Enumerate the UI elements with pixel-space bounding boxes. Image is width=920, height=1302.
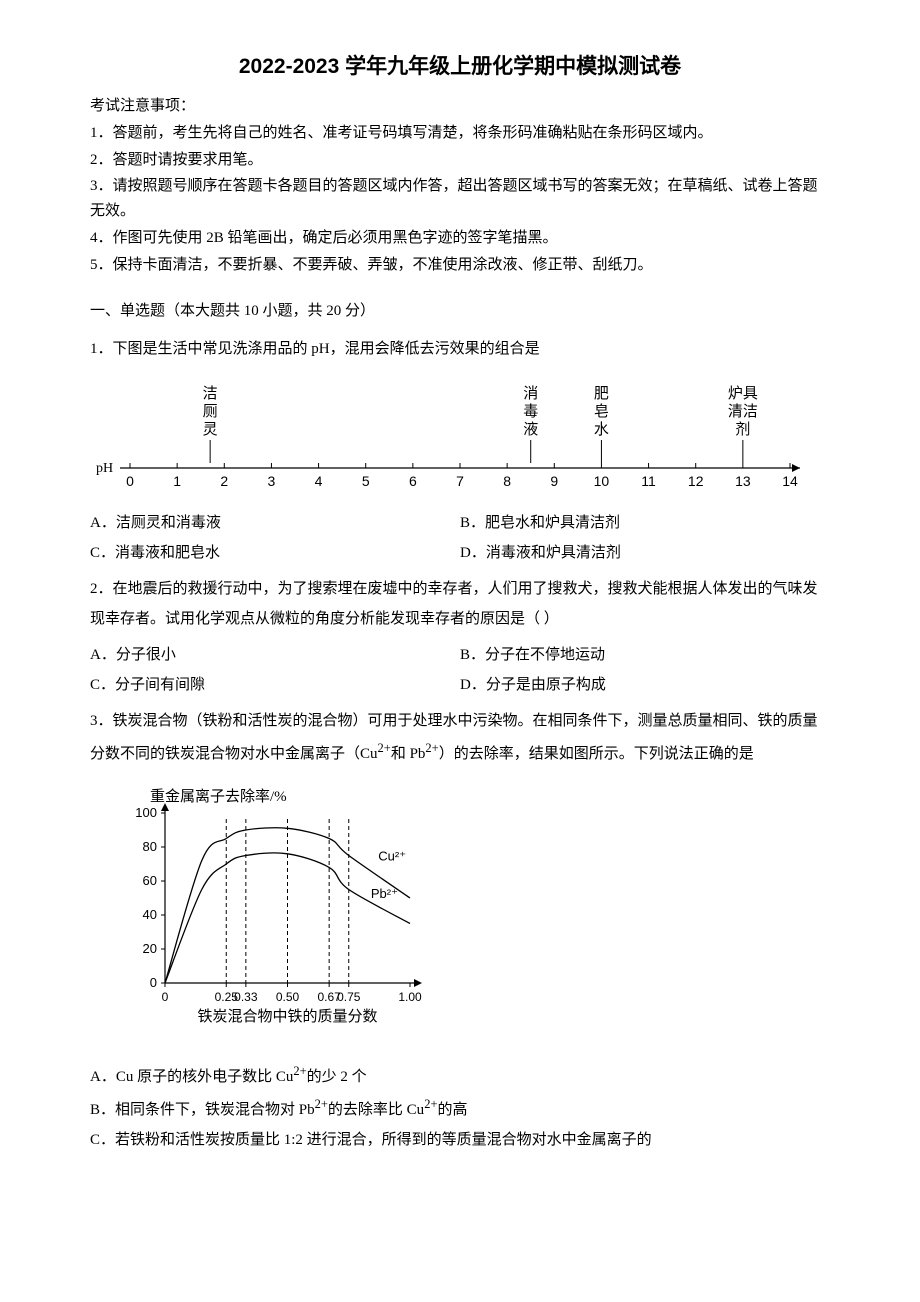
exam-page: 2022-2023 学年九年级上册化学期中模拟测试卷 考试注意事项： 1．答题前… bbox=[0, 0, 920, 1302]
svg-text:灵: 灵 bbox=[203, 421, 218, 438]
q3-optA-pre: A．Cu 原子的核外电子数比 Cu bbox=[90, 1069, 293, 1085]
svg-text:肥: 肥 bbox=[594, 385, 609, 402]
svg-text:重金属离子去除率/%: 重金属离子去除率/% bbox=[150, 788, 287, 805]
q2-stem: 2．在地震后的救援行动中，为了搜索埋在废墟中的幸存者，人们用了搜救犬，搜救犬能根… bbox=[90, 574, 830, 634]
svg-text:0: 0 bbox=[150, 975, 157, 990]
section-header: 一、单选题（本大题共 10 小题，共 20 分） bbox=[90, 299, 830, 320]
q1-optC: C．消毒液和肥皂水 bbox=[90, 538, 220, 568]
q1-ph-figure: pH01234567891011121314洁厕灵消毒液肥皂水炉具清洁剂 bbox=[90, 378, 830, 498]
q3-sup: 2+ bbox=[378, 741, 391, 755]
svg-text:10: 10 bbox=[594, 473, 610, 489]
svg-text:100: 100 bbox=[135, 805, 157, 820]
svg-text:pH: pH bbox=[96, 461, 113, 476]
svg-text:9: 9 bbox=[550, 473, 558, 489]
svg-text:80: 80 bbox=[143, 839, 157, 854]
q3-options: A．Cu 原子的核外电子数比 Cu2+的少 2 个 B．相同条件下，铁炭混合物对… bbox=[90, 1059, 830, 1155]
svg-text:清洁: 清洁 bbox=[728, 403, 758, 420]
q3-optA-post: 的少 2 个 bbox=[307, 1069, 367, 1085]
svg-text:毒: 毒 bbox=[523, 403, 538, 420]
svg-text:0: 0 bbox=[126, 473, 134, 489]
instruction-item: 2．答题时请按要求用笔。 bbox=[90, 148, 830, 173]
svg-text:8: 8 bbox=[503, 473, 511, 489]
q1-optA: A．洁厕灵和消毒液 bbox=[90, 508, 221, 538]
instruction-item: 1．答题前，考生先将自己的姓名、准考证号码填写清楚，将条形码准确粘贴在条形码区域… bbox=[90, 121, 830, 146]
svg-text:洁: 洁 bbox=[203, 385, 218, 402]
svg-text:剂: 剂 bbox=[735, 421, 750, 438]
q3-optB-sup1: 2+ bbox=[315, 1097, 328, 1111]
svg-text:3: 3 bbox=[268, 473, 276, 489]
svg-text:5: 5 bbox=[362, 473, 370, 489]
q2-optA: A．分子很小 bbox=[90, 640, 176, 670]
page-title: 2022-2023 学年九年级上册化学期中模拟测试卷 bbox=[90, 50, 830, 80]
question-3: 3．铁炭混合物（铁粉和活性炭的混合物）可用于处理水中污染物。在相同条件下，测量总… bbox=[90, 706, 830, 1155]
svg-text:炉具: 炉具 bbox=[728, 385, 758, 402]
q1-optD: D．消毒液和炉具清洁剂 bbox=[460, 538, 621, 568]
instruction-item: 3．请按照题号顺序在答题卡各题目的答题区域内作答，超出答题区域书写的答案无效；在… bbox=[90, 174, 830, 224]
svg-text:4: 4 bbox=[315, 473, 323, 489]
ph-scale-svg: pH01234567891011121314洁厕灵消毒液肥皂水炉具清洁剂 bbox=[90, 378, 810, 498]
q3-optC: C．若铁粉和活性炭按质量比 1:2 进行混合，所得到的等质量混合物对水中金属离子… bbox=[90, 1125, 830, 1155]
q3-optB-sup2: 2+ bbox=[424, 1097, 437, 1111]
q3-optB-mid: 的去除率比 Cu bbox=[328, 1102, 424, 1118]
svg-text:Cu²⁺: Cu²⁺ bbox=[378, 849, 406, 864]
svg-text:0: 0 bbox=[162, 990, 169, 1004]
q3-stem-part2: ）的去除率，结果如图所示。下列说法正确的是 bbox=[439, 746, 754, 762]
svg-text:12: 12 bbox=[688, 473, 704, 489]
svg-text:0.50: 0.50 bbox=[276, 990, 300, 1004]
q2-optC: C．分子间有间隙 bbox=[90, 670, 205, 700]
svg-text:20: 20 bbox=[143, 941, 157, 956]
svg-text:7: 7 bbox=[456, 473, 464, 489]
q2-optD: D．分子是由原子构成 bbox=[460, 670, 606, 700]
removal-rate-chart: 重金属离子去除率/%02040608010000.250.330.500.670… bbox=[110, 783, 430, 1038]
q3-sup: 2+ bbox=[425, 741, 438, 755]
q3-graph: 重金属离子去除率/%02040608010000.250.330.500.670… bbox=[110, 783, 830, 1049]
instructions-heading: 考试注意事项： bbox=[90, 94, 830, 119]
question-2: 2．在地震后的救援行动中，为了搜索埋在废墟中的幸存者，人们用了搜救犬，搜救犬能根… bbox=[90, 574, 830, 700]
svg-text:厕: 厕 bbox=[203, 404, 218, 420]
svg-text:2: 2 bbox=[220, 473, 228, 489]
q3-optB-post: 的高 bbox=[438, 1102, 468, 1118]
svg-text:13: 13 bbox=[735, 473, 751, 489]
q3-optB: B．相同条件下，铁炭混合物对 Pb2+的去除率比 Cu2+的高 bbox=[90, 1092, 830, 1125]
q1-options: A．洁厕灵和消毒液 B．肥皂水和炉具清洁剂 C．消毒液和肥皂水 D．消毒液和炉具… bbox=[90, 508, 830, 568]
q3-optA: A．Cu 原子的核外电子数比 Cu2+的少 2 个 bbox=[90, 1059, 830, 1092]
svg-text:0.75: 0.75 bbox=[337, 990, 361, 1004]
svg-text:1: 1 bbox=[173, 473, 181, 489]
svg-text:消: 消 bbox=[523, 385, 538, 402]
question-1: 1．下图是生活中常见洗涤用品的 pH，混用会降低去污效果的组合是 pH01234… bbox=[90, 334, 830, 568]
q1-stem: 1．下图是生活中常见洗涤用品的 pH，混用会降低去污效果的组合是 bbox=[90, 334, 830, 364]
q3-stem-mid1: 和 Pb bbox=[391, 746, 426, 762]
instructions-block: 考试注意事项： 1．答题前，考生先将自己的姓名、准考证号码填写清楚，将条形码准确… bbox=[90, 94, 830, 277]
svg-text:60: 60 bbox=[143, 873, 157, 888]
q3-optB-pre: B．相同条件下，铁炭混合物对 Pb bbox=[90, 1102, 315, 1118]
svg-text:液: 液 bbox=[523, 421, 538, 438]
svg-text:皂: 皂 bbox=[594, 403, 609, 420]
svg-text:14: 14 bbox=[782, 473, 798, 489]
svg-text:水: 水 bbox=[594, 421, 609, 438]
svg-text:0.33: 0.33 bbox=[234, 990, 258, 1004]
svg-text:40: 40 bbox=[143, 907, 157, 922]
instruction-item: 5．保持卡面清洁，不要折暴、不要弄破、弄皱，不准使用涂改液、修正带、刮纸刀。 bbox=[90, 253, 830, 278]
q2-optB: B．分子在不停地运动 bbox=[460, 640, 605, 670]
svg-text:1.00: 1.00 bbox=[398, 990, 422, 1004]
svg-text:铁炭混合物中铁的质量分数: 铁炭混合物中铁的质量分数 bbox=[197, 1008, 377, 1025]
q3-optA-sup: 2+ bbox=[293, 1064, 306, 1078]
q2-options: A．分子很小 B．分子在不停地运动 C．分子间有间隙 D．分子是由原子构成 bbox=[90, 640, 830, 700]
q3-stem: 3．铁炭混合物（铁粉和活性炭的混合物）可用于处理水中污染物。在相同条件下，测量总… bbox=[90, 706, 830, 769]
svg-text:Pb²⁺: Pb²⁺ bbox=[371, 886, 398, 901]
instruction-item: 4．作图可先使用 2B 铅笔画出，确定后必须用黑色字迹的签字笔描黑。 bbox=[90, 226, 830, 251]
q1-optB: B．肥皂水和炉具清洁剂 bbox=[460, 508, 620, 538]
svg-text:11: 11 bbox=[641, 473, 656, 489]
svg-text:6: 6 bbox=[409, 473, 417, 489]
